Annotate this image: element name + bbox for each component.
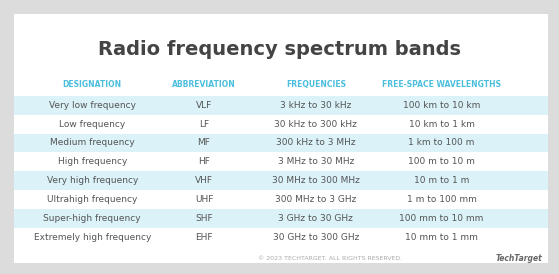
Text: Ultrahigh frequency: Ultrahigh frequency xyxy=(47,195,138,204)
Text: SHF: SHF xyxy=(195,214,213,223)
Bar xyxy=(14,133,548,152)
Text: 10 mm to 1 mm: 10 mm to 1 mm xyxy=(405,233,478,242)
Text: Low frequency: Low frequency xyxy=(59,120,125,129)
Text: MF: MF xyxy=(197,138,211,147)
Bar xyxy=(14,171,548,190)
Text: TechTarget: TechTarget xyxy=(495,255,542,263)
Text: High frequency: High frequency xyxy=(58,157,127,166)
Text: 300 MHz to 3 GHz: 300 MHz to 3 GHz xyxy=(275,195,357,204)
Text: 3 kHz to 30 kHz: 3 kHz to 30 kHz xyxy=(280,101,352,110)
Text: Very high frequency: Very high frequency xyxy=(46,176,138,185)
Bar xyxy=(14,152,548,171)
Text: Super-high frequency: Super-high frequency xyxy=(44,214,141,223)
Bar xyxy=(14,190,548,209)
Text: 100 mm to 10 mm: 100 mm to 10 mm xyxy=(400,214,484,223)
Text: Radio frequency spectrum bands: Radio frequency spectrum bands xyxy=(98,40,461,59)
Text: UHF: UHF xyxy=(195,195,213,204)
Text: LF: LF xyxy=(199,120,209,129)
Text: EHF: EHF xyxy=(195,233,213,242)
Bar xyxy=(14,96,548,115)
Text: © 2023 TECHTARGET. ALL RIGHTS RESERVED.: © 2023 TECHTARGET. ALL RIGHTS RESERVED. xyxy=(258,256,402,261)
Text: 30 GHz to 300 GHz: 30 GHz to 300 GHz xyxy=(273,233,359,242)
Text: 100 km to 10 km: 100 km to 10 km xyxy=(403,101,480,110)
Text: Medium frequency: Medium frequency xyxy=(50,138,135,147)
Text: 300 kHz to 3 MHz: 300 kHz to 3 MHz xyxy=(276,138,356,147)
Text: 3 MHz to 30 MHz: 3 MHz to 30 MHz xyxy=(278,157,354,166)
Text: VHF: VHF xyxy=(195,176,213,185)
Text: HF: HF xyxy=(198,157,210,166)
Text: 1 km to 100 m: 1 km to 100 m xyxy=(409,138,475,147)
Text: Very low frequency: Very low frequency xyxy=(49,101,136,110)
Text: 30 MHz to 300 MHz: 30 MHz to 300 MHz xyxy=(272,176,360,185)
Text: 3 GHz to 30 GHz: 3 GHz to 30 GHz xyxy=(278,214,353,223)
Text: 10 m to 1 m: 10 m to 1 m xyxy=(414,176,470,185)
Text: 10 km to 1 km: 10 km to 1 km xyxy=(409,120,475,129)
Text: ABBREVIATION: ABBREVIATION xyxy=(172,81,236,89)
Text: 100 m to 10 m: 100 m to 10 m xyxy=(408,157,475,166)
Text: VLF: VLF xyxy=(196,101,212,110)
Text: Extremely high frequency: Extremely high frequency xyxy=(34,233,151,242)
Bar xyxy=(14,209,548,228)
Text: FREQUENCIES: FREQUENCIES xyxy=(286,81,346,89)
FancyBboxPatch shape xyxy=(14,14,548,263)
Bar xyxy=(14,228,548,247)
Text: 30 kHz to 300 kHz: 30 kHz to 300 kHz xyxy=(274,120,357,129)
Bar xyxy=(14,115,548,133)
Text: 1 m to 100 mm: 1 m to 100 mm xyxy=(407,195,476,204)
Text: FREE-SPACE WAVELENGTHS: FREE-SPACE WAVELENGTHS xyxy=(382,81,501,89)
Text: DESIGNATION: DESIGNATION xyxy=(63,81,122,89)
